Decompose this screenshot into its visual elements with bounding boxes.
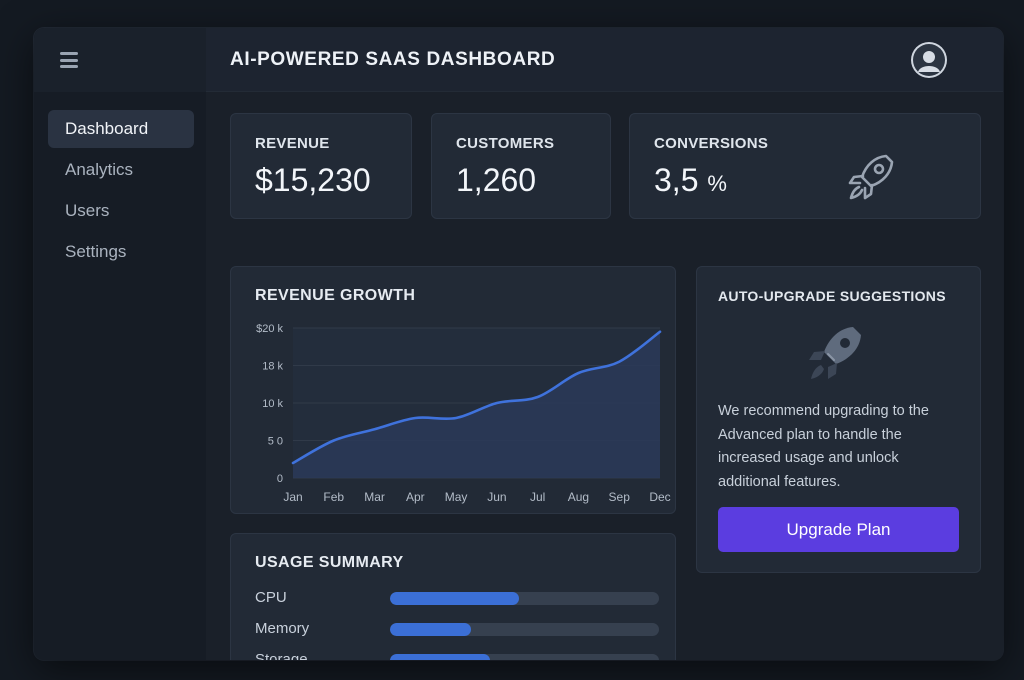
page-title: AI-POWERED SAAS DASHBOARD xyxy=(230,48,556,70)
sidebar: Dashboard Analytics Users Settings xyxy=(34,28,206,660)
sidebar-item-settings[interactable]: Settings xyxy=(48,233,194,271)
usage-track xyxy=(390,654,659,660)
sidebar-item-users[interactable]: Users xyxy=(48,192,194,230)
kpi-unit: % xyxy=(707,171,727,196)
section-title: USAGE SUMMARY xyxy=(255,554,404,571)
auto-upgrade-card: AUTO-UPGRADE SUGGESTIONS We recommend up… xyxy=(696,266,981,573)
kpi-label: REVENUE xyxy=(255,135,330,152)
sidebar-item-label: Dashboard xyxy=(65,119,149,138)
x-tick-label: Jun xyxy=(487,490,506,504)
x-tick-label: Sep xyxy=(609,490,631,504)
x-tick-label: May xyxy=(445,490,468,504)
usage-fill xyxy=(390,592,520,605)
main-content: REVENUE $15,230 CUSTOMERS 1,260 CONVERSI… xyxy=(206,92,1003,660)
usage-row-storage: Storage xyxy=(255,650,659,660)
sidebar-item-label: Users xyxy=(65,201,110,220)
y-tick-label: 5 0 xyxy=(268,436,283,448)
kpi-value: $15,230 xyxy=(255,162,371,198)
kpi-card-revenue: REVENUE $15,230 xyxy=(230,113,412,219)
section-title: REVENUE GROWTH xyxy=(255,287,416,304)
sidebar-nav: Dashboard Analytics Users Settings xyxy=(48,110,194,274)
usage-summary-card: USAGE SUMMARY CPU Memory Storage xyxy=(230,533,676,660)
dashboard-window: Dashboard Analytics Users Settings AI-PO… xyxy=(34,28,1003,660)
usage-row-memory: Memory xyxy=(255,619,659,639)
kpi-label: CUSTOMERS xyxy=(456,135,555,152)
y-tick-label: 0 xyxy=(277,473,283,485)
sidebar-item-dashboard[interactable]: Dashboard xyxy=(48,110,194,148)
upgrade-plan-button[interactable]: Upgrade Plan xyxy=(718,507,959,552)
hamburger-menu-icon[interactable] xyxy=(60,52,78,68)
y-tick-label: 18 k xyxy=(262,361,283,373)
sidebar-item-label: Settings xyxy=(65,242,127,261)
kpi-label: CONVERSIONS xyxy=(654,135,769,152)
usage-row-cpu: CPU xyxy=(255,588,659,608)
usage-fill xyxy=(390,623,471,636)
y-tick-label: 10 k xyxy=(262,398,283,410)
usage-label: Memory xyxy=(255,620,310,637)
usage-label: Storage xyxy=(255,651,308,660)
kpi-value: 3,5 % xyxy=(654,162,727,199)
revenue-line xyxy=(291,330,662,465)
x-tick-label: Mar xyxy=(364,490,385,504)
kpi-card-customers: CUSTOMERS 1,260 xyxy=(431,113,611,219)
section-title: AUTO-UPGRADE SUGGESTIONS xyxy=(718,288,946,304)
x-tick-label: Dec xyxy=(649,490,670,504)
rocket-icon xyxy=(848,154,894,200)
revenue-area xyxy=(293,331,660,478)
x-tick-label: Aug xyxy=(568,490,589,504)
usage-label: CPU xyxy=(255,589,287,606)
revenue-growth-card: REVENUE GROWTH $20 k 18 k 10 k 5 0 0 Jan Feb Ma… xyxy=(230,266,676,514)
kpi-card-conversions: CONVERSIONS 3,5 % xyxy=(629,113,981,219)
rocket-icon xyxy=(809,327,861,379)
suggestion-text: We recommend upgrading to the Advanced p… xyxy=(718,403,929,490)
sidebar-header xyxy=(34,28,206,92)
user-avatar-icon[interactable] xyxy=(911,41,947,78)
usage-track xyxy=(390,623,659,636)
y-tick-label: $20 k xyxy=(256,323,283,335)
usage-fill xyxy=(390,654,490,660)
kpi-number: 3,5 xyxy=(654,162,699,198)
top-header: AI-POWERED SAAS DASHBOARD xyxy=(206,28,1003,92)
sidebar-item-analytics[interactable]: Analytics xyxy=(48,151,194,189)
avatar-glyph-icon xyxy=(913,43,945,76)
x-tick-label: Feb xyxy=(323,490,344,504)
sidebar-item-label: Analytics xyxy=(65,160,134,179)
kpi-value: 1,260 xyxy=(456,162,537,198)
usage-track xyxy=(390,592,659,605)
x-tick-label: Jan xyxy=(283,490,302,504)
x-tick-label: Jul xyxy=(530,490,545,504)
x-tick-label: Apr xyxy=(406,490,425,504)
